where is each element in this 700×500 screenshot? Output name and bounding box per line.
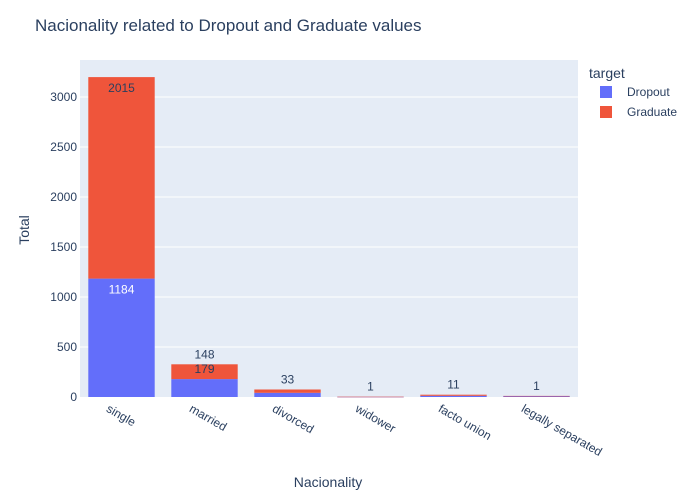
x-tick-labels: single married divorced widower facto union l… [104,401,605,459]
x-tick-label: widower [352,401,398,436]
bar-value-label: 2015 [108,81,135,95]
bar-graduate[interactable] [254,389,321,393]
x-tick-label: single [104,401,138,429]
legend-item-graduate[interactable]: Graduate [600,105,677,119]
bar-dropout[interactable] [503,396,570,397]
bar-graduate[interactable] [420,394,487,396]
y-tick-label: 1000 [50,290,77,304]
y-tick-label: 0 [70,390,77,404]
x-tick-label: legally separated [519,401,605,458]
bar-value-label: 148 [194,347,214,361]
bar-value-label: 1184 [109,283,135,297]
bar-dropout[interactable] [88,278,155,397]
bar-value-label: 33 [281,373,295,387]
bar-dropout[interactable] [254,392,321,397]
legend-label: Dropout [627,85,670,99]
bar-value-label: 11 [447,378,460,392]
grid-lines [80,96,578,348]
legend-swatch [600,86,612,98]
bars-group [88,77,570,398]
y-tick-label: 1500 [50,240,77,254]
bar-dropout[interactable] [171,379,238,397]
y-axis-title: Total [16,215,32,245]
bar-value-label: 179 [194,362,214,376]
bar-graduate[interactable] [88,77,155,279]
bar-value-label: 1 [533,379,540,393]
legend-title: target [589,65,625,81]
y-tick-label: 2500 [50,140,77,154]
y-tick-labels: 0 500 1000 1500 2000 2500 3000 [50,90,77,404]
legend[interactable]: target Dropout Graduate [589,65,677,119]
legend-swatch [600,106,612,118]
plot-area [80,60,578,397]
legend-item-dropout[interactable]: Dropout [600,85,670,99]
x-tick-label: married [187,401,229,433]
x-tick-label: facto union [436,401,494,442]
bar-dropout[interactable] [420,395,487,397]
legend-label: Graduate [627,105,677,119]
bar-value-label: 1 [367,380,374,394]
bar-graduate[interactable] [337,396,404,398]
x-tick-label: divorced [270,401,316,436]
y-tick-label: 3000 [50,90,77,104]
x-axis-title: Nacionality [294,474,362,490]
y-tick-label: 2000 [50,190,77,204]
y-tick-label: 500 [57,340,77,354]
bar-graduate[interactable] [503,395,570,397]
chart-title: Nacionality related to Dropout and Gradu… [35,16,422,35]
bar-graduate[interactable] [171,364,238,380]
